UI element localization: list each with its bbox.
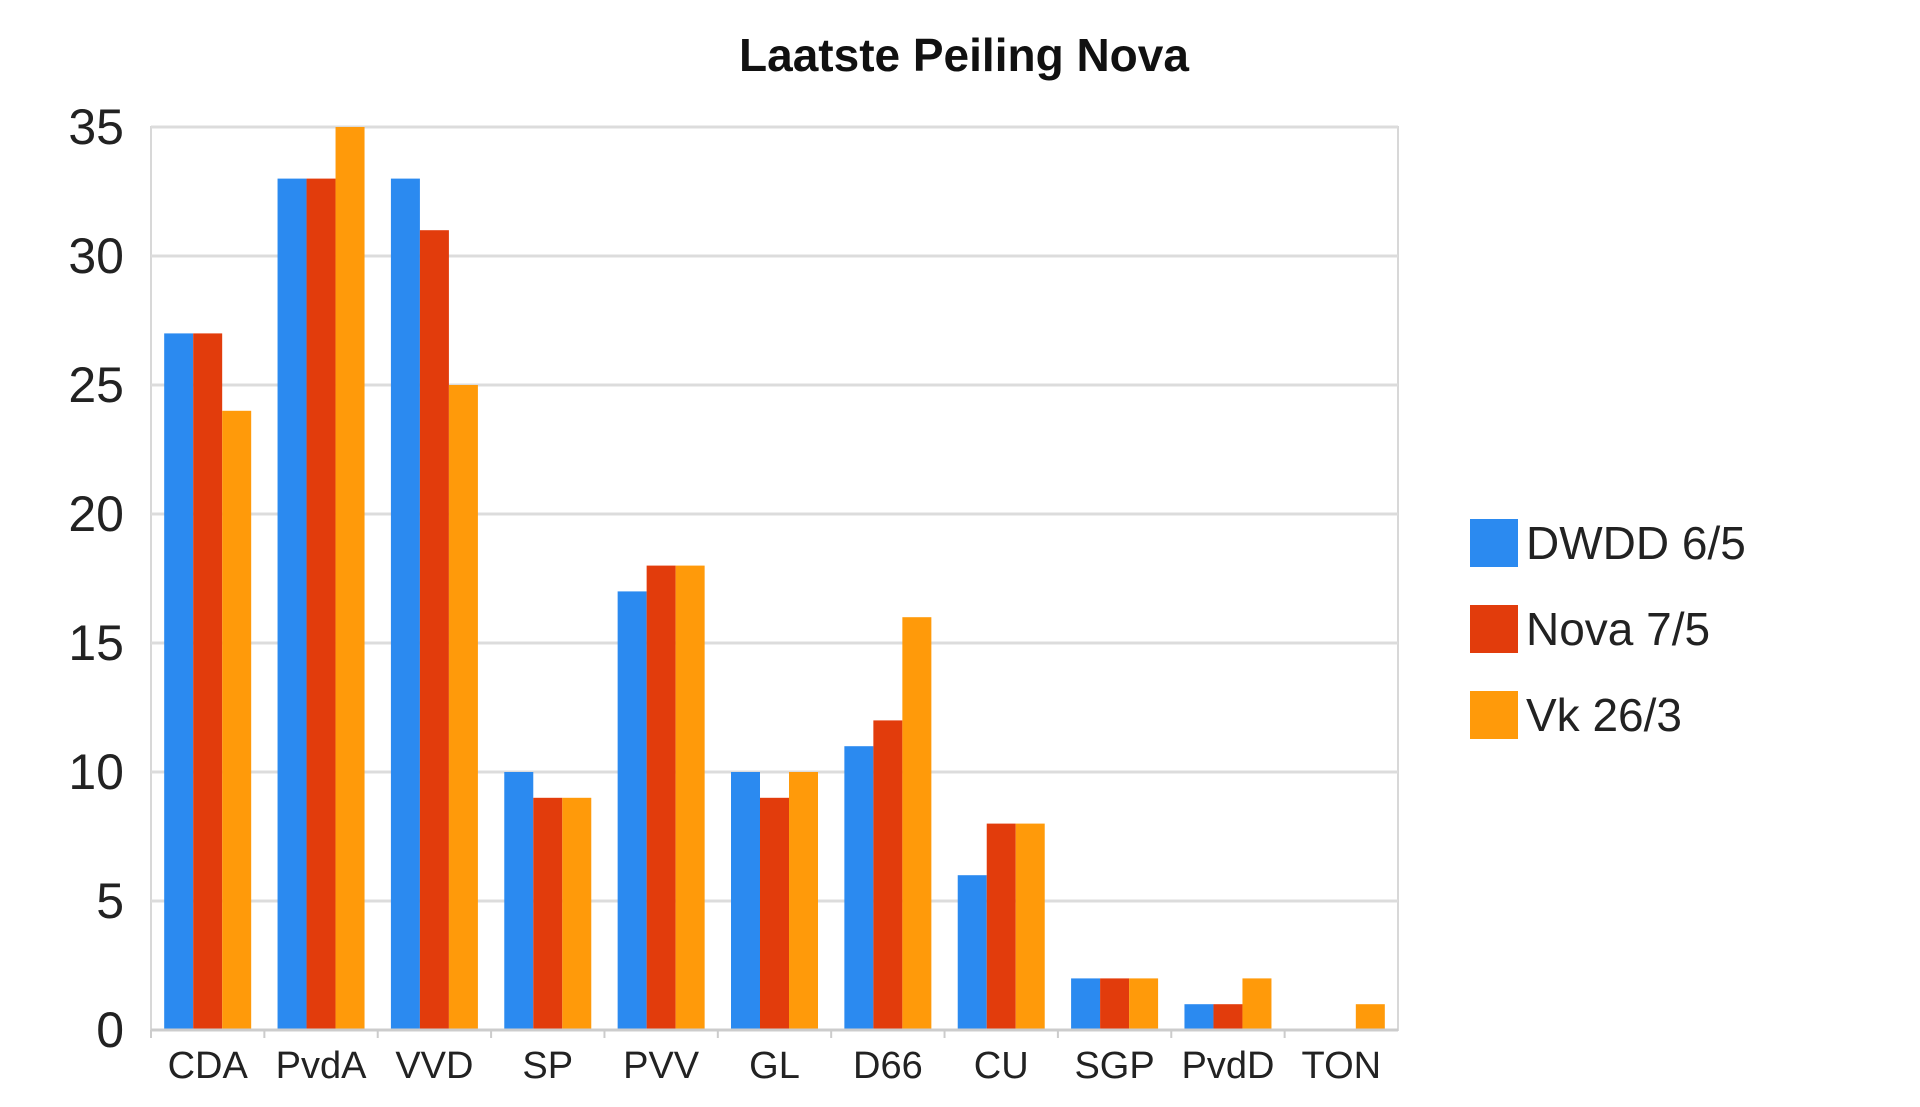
y-tick-label: 5	[96, 873, 124, 929]
bar-VVD-Nova	[419, 230, 449, 1030]
y-tick-label: 35	[68, 99, 124, 155]
legend-label: Nova 7/5	[1526, 603, 1711, 655]
legend-swatch	[1470, 519, 1518, 567]
y-tick-label: 10	[68, 744, 124, 800]
legend-item: Vk 26/3	[1470, 672, 1746, 758]
y-tick-label: 0	[96, 1002, 124, 1058]
bar-D66-Vk	[902, 617, 932, 1030]
legend-label: DWDD 6/5	[1526, 517, 1746, 569]
bar-PvdD-Nova	[1213, 1004, 1243, 1030]
bar-PVV-DWDD	[617, 591, 647, 1030]
y-tick-label: 25	[68, 357, 124, 413]
bar-PvdA-Vk	[335, 127, 365, 1030]
bar-GL-Vk	[789, 772, 818, 1030]
x-tick-label: PVV	[623, 1045, 700, 1087]
x-tick-label: SP	[522, 1045, 573, 1087]
bar-CDA-Vk	[222, 410, 252, 1030]
bar-PVV-Vk	[675, 565, 705, 1030]
bar-SP-Vk	[562, 797, 592, 1030]
x-tick-label: D66	[853, 1045, 923, 1087]
bar-GL-Nova	[760, 797, 789, 1030]
x-tick-label: PvdD	[1181, 1045, 1274, 1087]
bar-SGP-DWDD	[1071, 978, 1101, 1030]
legend: DWDD 6/5 Nova 7/5 Vk 26/3	[1470, 500, 1746, 758]
bar-CU-Vk	[1015, 823, 1045, 1030]
x-tick-label: PvdA	[276, 1045, 367, 1087]
bar-CDA-Nova	[193, 333, 223, 1030]
bar-D66-DWDD	[844, 746, 874, 1030]
bar-D66-Nova	[873, 720, 903, 1030]
bar-VVD-DWDD	[390, 178, 420, 1031]
bar-PvdD-DWDD	[1184, 1004, 1214, 1030]
bar-VVD-Vk	[448, 385, 478, 1030]
bar-PvdD-Vk	[1242, 978, 1272, 1030]
legend-swatch	[1470, 605, 1518, 653]
bar-PvdA-DWDD	[277, 178, 307, 1031]
x-tick-label: SGP	[1074, 1045, 1154, 1087]
legend-swatch	[1470, 691, 1518, 739]
x-tick-label: TON	[1302, 1045, 1382, 1087]
bar-PVV-Nova	[646, 565, 676, 1030]
bar-SGP-Nova	[1100, 978, 1130, 1030]
y-tick-label: 20	[68, 486, 124, 542]
x-tick-label: CDA	[168, 1045, 249, 1087]
bar-CU-DWDD	[957, 875, 987, 1030]
x-tick-label: CU	[974, 1045, 1029, 1087]
legend-item: Nova 7/5	[1470, 586, 1746, 672]
bar-SGP-Vk	[1129, 978, 1159, 1030]
x-tick-label: GL	[749, 1045, 800, 1087]
x-tick-label: VVD	[395, 1045, 473, 1087]
bar-TON-Vk	[1355, 1004, 1385, 1030]
bar-PvdA-Nova	[306, 178, 336, 1031]
bar-CU-Nova	[986, 823, 1016, 1030]
chart-title: Laatste Peiling Nova	[739, 29, 1189, 81]
legend-item: DWDD 6/5	[1470, 500, 1746, 586]
bar-CDA-DWDD	[164, 333, 194, 1030]
y-tick-label: 30	[68, 228, 124, 284]
bar-SP-DWDD	[504, 772, 534, 1030]
bar-SP-Nova	[533, 797, 563, 1030]
y-tick-label: 15	[68, 615, 124, 671]
bar-GL-DWDD	[731, 772, 760, 1030]
legend-label: Vk 26/3	[1526, 689, 1682, 741]
